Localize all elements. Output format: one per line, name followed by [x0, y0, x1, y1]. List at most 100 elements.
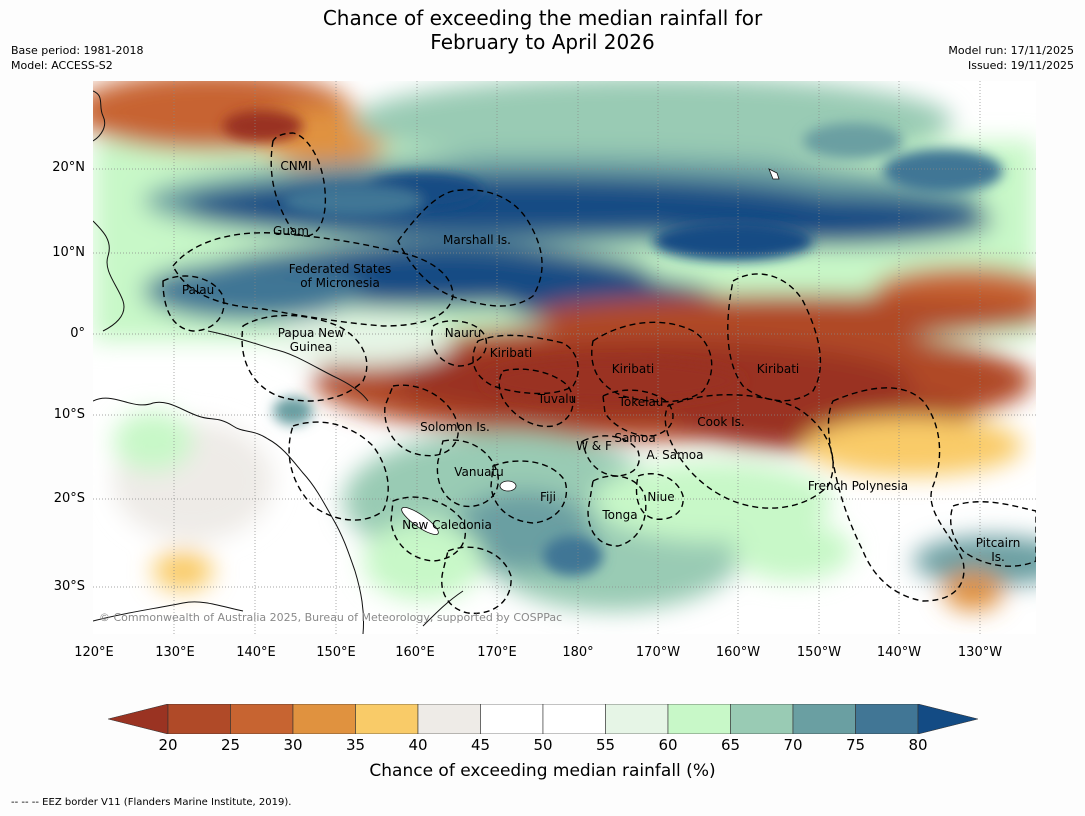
eez-palau — [162, 275, 225, 332]
eez-norfolk — [441, 546, 512, 615]
colorbar-bin-50-55 — [542, 704, 606, 734]
eez-solomon — [384, 384, 459, 457]
label-kiribati-east: Kiribati — [756, 362, 800, 376]
lon-tick-140w: 140°W — [876, 645, 922, 660]
label-fsm: Federated States of Micronesia — [289, 262, 391, 290]
colorbar-extend-low — [108, 704, 169, 734]
eez-tokelau — [602, 389, 674, 437]
label-vanuatu: Vanuatu — [454, 465, 504, 479]
label-french-polynesia: French Polynesia — [807, 479, 909, 493]
issued-date: Issued: 19/11/2025 — [967, 59, 1074, 72]
colorbar-tick-20: 20 — [158, 736, 178, 754]
colorbar-bin-65-70 — [730, 704, 794, 734]
eez-tonga — [587, 475, 647, 547]
colorbar-bin-60-65 — [667, 704, 731, 734]
colorbar-tick-60: 60 — [658, 736, 678, 754]
label-tuvalu: Tuvalu — [537, 392, 577, 406]
base-info: Base period: 1981-2018 Model: ACCESS-S2 — [11, 43, 143, 73]
colorbar-bin-20-25 — [167, 704, 231, 734]
eez-fiji — [490, 460, 568, 524]
map-canvas — [93, 81, 1036, 634]
lon-tick-140e: 140°E — [236, 645, 276, 660]
eez-borders — [162, 132, 1036, 615]
islands — [401, 168, 780, 535]
label-png-line1: Papua New — [277, 326, 345, 340]
label-palau: Palau — [181, 283, 215, 297]
lon-tick-170w: 170°W — [635, 645, 681, 660]
colorbar-bin-35-40 — [355, 704, 419, 734]
lon-tick-160e: 160°E — [395, 645, 435, 660]
label-cnmi: CNMI — [280, 159, 312, 173]
lon-tick-150w: 150°W — [796, 645, 842, 660]
label-kiribati-west: Kiribati — [489, 346, 533, 360]
eez-french-polynesia — [827, 387, 965, 602]
label-solomon: Solomon Is. — [420, 420, 490, 434]
colorbar-bin-25-30 — [230, 704, 294, 734]
eez-marshall — [397, 189, 543, 307]
graticule — [93, 81, 1036, 634]
eez-kiribati-central — [591, 321, 713, 403]
lon-tick-170e: 170°E — [477, 645, 517, 660]
colorbar-tick-25: 25 — [220, 736, 241, 754]
lon-tick-180: 180° — [562, 645, 594, 660]
label-pitcairn: Pitcairn Is. — [976, 536, 1021, 564]
label-png: Papua New Guinea — [278, 326, 345, 354]
label-tokelau: Tokelau — [618, 395, 664, 409]
australia-south-coast — [93, 601, 244, 622]
australia-coast — [93, 397, 364, 634]
coastlines — [93, 90, 464, 634]
label-guam: Guam — [273, 224, 309, 238]
colorbar-tick-40: 40 — [408, 736, 428, 754]
label-wallis-futuna: W & F — [576, 439, 612, 453]
label-kiribati-central: Kiribati — [611, 362, 655, 376]
rainfall-map[interactable]: CNMI Guam Marshall Is. Federated States … — [93, 81, 1036, 634]
label-fsm-line1: Federated States — [288, 262, 392, 276]
lat-tick-10n: 10°N — [52, 245, 85, 260]
eez-cook — [664, 394, 834, 509]
eez-kiribati-east — [727, 273, 821, 402]
run-info: Model run: 17/11/2025 Issued: 19/11/2025 — [948, 43, 1074, 73]
colorbar-tick-80: 80 — [908, 736, 928, 754]
colorbar-tick-35: 35 — [345, 736, 366, 754]
colorbar-tick-65: 65 — [720, 736, 741, 754]
new-caledonia-island — [401, 507, 439, 535]
eez-niue — [635, 473, 684, 520]
label-cook: Cook Is. — [697, 415, 745, 429]
label-marshall: Marshall Is. — [443, 233, 511, 247]
eez-tuvalu — [498, 368, 574, 428]
lon-tick-160w: 160°W — [715, 645, 761, 660]
colorbar-tick-55: 55 — [595, 736, 616, 754]
lat-tick-30s: 30°S — [53, 579, 85, 594]
colorbar-tick-70: 70 — [783, 736, 803, 754]
lon-tick-150e: 150°E — [316, 645, 356, 660]
eez-nauru — [431, 320, 488, 367]
eez-kiribati-west — [472, 334, 579, 395]
lat-tick-20n: 20°N — [52, 160, 85, 175]
base-period: Base period: 1981-2018 — [11, 44, 144, 57]
lon-tick-130w: 130°W — [957, 645, 1003, 660]
lat-tick-10s: 10°S — [53, 407, 85, 422]
model-run: Model run: 17/11/2025 — [948, 44, 1074, 57]
new-guinea-coast — [207, 330, 369, 402]
nz-coast — [422, 590, 464, 627]
colorbar-tick-75: 75 — [845, 736, 866, 754]
lon-tick-130e: 130°E — [155, 645, 195, 660]
label-pitcairn-line2: Is. — [991, 550, 1005, 564]
label-fsm-line2: of Micronesia — [300, 276, 380, 290]
colorbar-bin-45-50 — [480, 704, 544, 734]
taiwan-coast — [93, 90, 106, 142]
colorbar-bin-75-80 — [855, 704, 919, 734]
colorbar-bin-40-45 — [417, 704, 481, 734]
colorbar-tick-50: 50 — [533, 736, 553, 754]
label-nauru: Nauru — [444, 326, 482, 340]
label-samoa: Samoa — [614, 431, 656, 445]
eez-footnote: -- -- -- EEZ border V11 (Flanders Marine… — [11, 797, 292, 808]
colorbar-bin-70-75 — [792, 704, 856, 734]
label-niue: Niue — [647, 490, 675, 504]
label-tonga: Tonga — [602, 508, 638, 522]
colorbar-bin-55-60 — [605, 704, 669, 734]
copyright-notice: © Commonwealth of Australia 2025, Bureau… — [99, 611, 563, 624]
eez-pitcairn — [950, 501, 1036, 567]
colorbar-tick-45: 45 — [470, 736, 491, 754]
eez-samoa — [582, 435, 640, 477]
